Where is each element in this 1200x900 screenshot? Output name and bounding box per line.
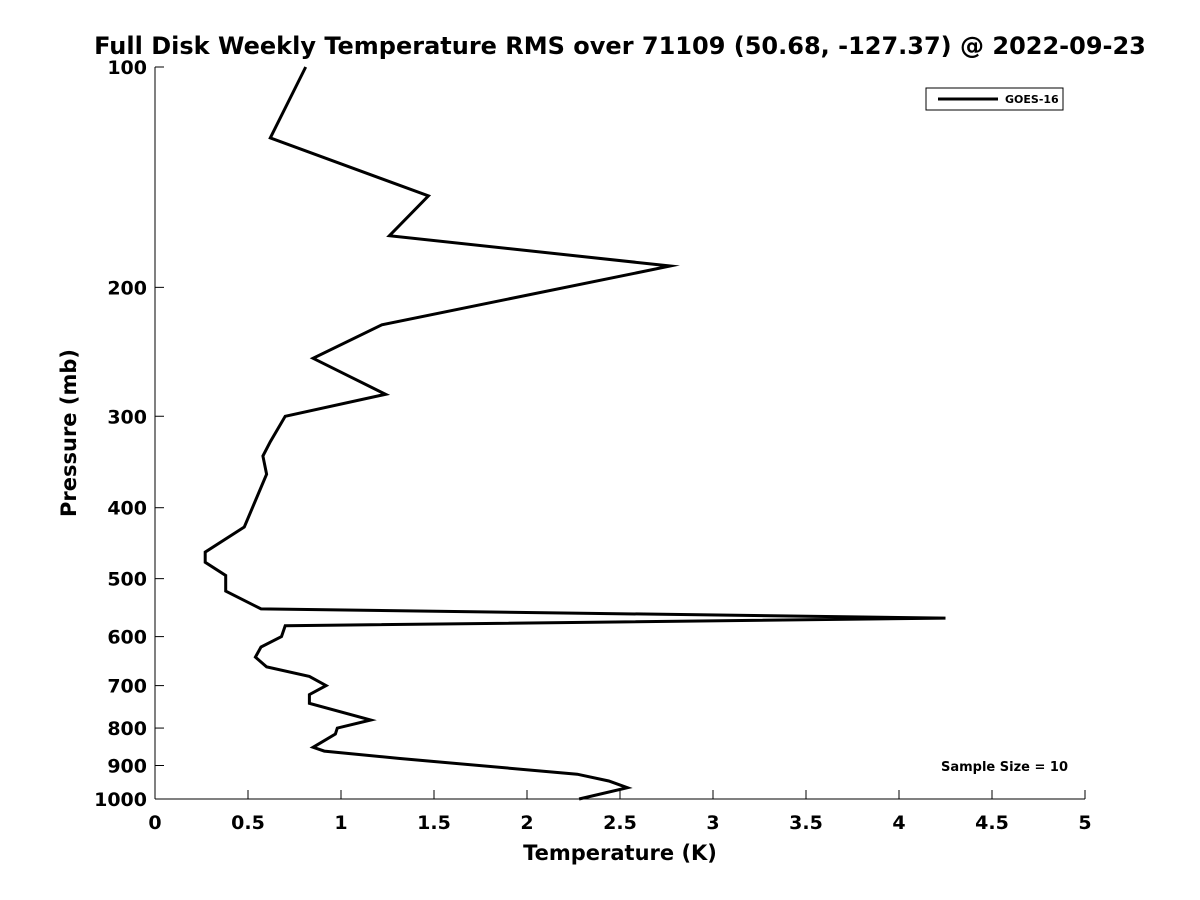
x-tick-label: 3.5 [789,812,823,834]
legend: GOES-16 [925,87,1064,111]
x-ticks: 0 0.5 1 1.5 2 2.5 3 3.5 4 4.5 5 [148,790,1092,834]
x-tick-label: 2 [520,812,533,834]
chart-title: Full Disk Weekly Temperature RMS over 71… [94,32,1146,60]
x-tick-label: 5 [1078,812,1091,834]
x-tick-label: 1 [334,812,347,834]
x-tick-label: 4.5 [975,812,1009,834]
y-tick-label: 600 [107,627,147,649]
y-tick-label: 200 [107,277,147,299]
y-tick-label: 700 [107,676,147,698]
x-tick-label: 0 [148,812,161,834]
y-tick-label: 500 [107,569,147,591]
x-tick-label: 1.5 [417,812,451,834]
x-tick-label: 3 [706,812,719,834]
x-axis-label: Temperature (K) [523,841,717,865]
axes [154,67,1085,800]
y-tick-label: 900 [107,756,147,778]
y-tick-label: 800 [107,718,147,740]
y-tick-label: 100 [107,57,147,79]
y-tick-label: 1000 [94,789,147,811]
y-tick-label: 400 [107,498,147,520]
x-tick-label: 2.5 [603,812,637,834]
y-tick-label: 300 [107,406,147,428]
legend-entry-goes-16: GOES-16 [1005,93,1059,106]
x-tick-label: 4 [892,812,905,834]
series-layer [203,66,946,801]
y-ticks: 100 200 300 400 500 600 700 800 900 1000 [94,57,164,811]
series-line-goes-16 [203,66,946,801]
y-axis-label: Pressure (mb) [57,349,81,517]
sample-size-annotation: Sample Size = 10 [941,760,1068,775]
x-tick-label: 0.5 [231,812,265,834]
